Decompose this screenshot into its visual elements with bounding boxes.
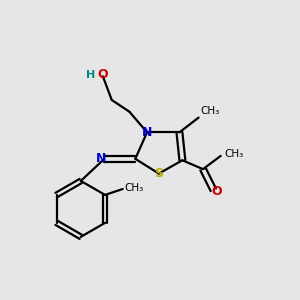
Text: CH₃: CH₃ [124,183,143,194]
Text: N: N [142,126,152,139]
Text: O: O [98,68,108,81]
Text: S: S [154,167,163,180]
Text: CH₃: CH₃ [224,149,244,159]
Text: O: O [211,185,222,198]
Text: N: N [96,152,106,165]
Text: H: H [86,70,96,80]
Text: CH₃: CH₃ [200,106,219,116]
